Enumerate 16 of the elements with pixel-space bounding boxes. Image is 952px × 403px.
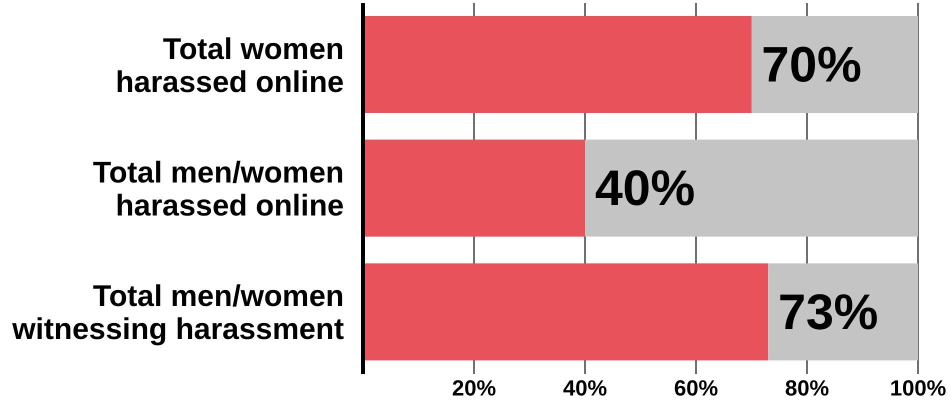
data-label: 40% (595, 160, 696, 216)
bar (752, 16, 918, 113)
bar (363, 263, 768, 360)
x-tick-label: 60% (674, 376, 718, 401)
y-tick-label: Total women harassed online (116, 32, 344, 99)
x-tick-label: 80% (784, 376, 830, 401)
bar (363, 16, 752, 113)
x-tick-label: 40% (562, 376, 608, 401)
x-tick-label: 100% (890, 376, 946, 401)
data-label: 70% (762, 36, 862, 92)
y-tick-label: Total men/women harassed online (92, 156, 344, 222)
bar (363, 140, 585, 237)
y-tick-label: Total men/women witnessing harassment (11, 280, 344, 346)
bar (585, 140, 918, 237)
data-label: 73% (778, 284, 878, 340)
x-tick-label: 20% (452, 376, 496, 401)
